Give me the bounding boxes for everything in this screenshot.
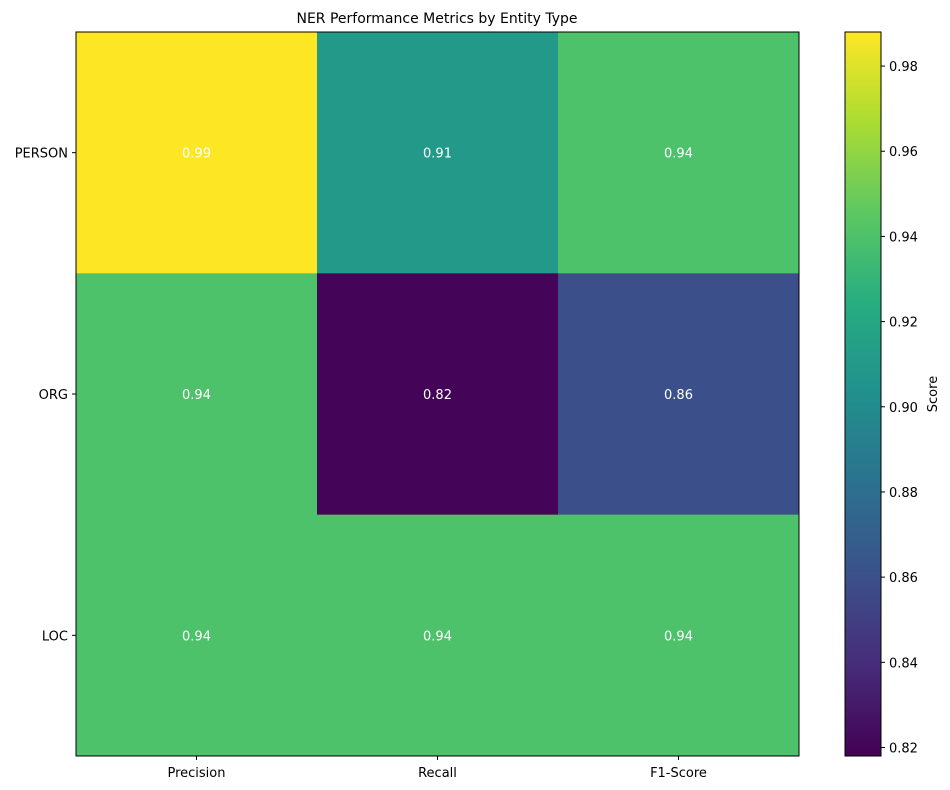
x-axis: Precision Recall F1-Score	[167, 756, 707, 781]
cell-value-label: 0.86	[664, 388, 693, 403]
colorbar-tick-label: 0.84	[889, 656, 918, 671]
heatmap-cell	[317, 32, 559, 274]
y-tick-label: PERSON	[15, 147, 68, 162]
cell-value-label: 0.94	[664, 147, 693, 162]
cell-value-label: 0.94	[423, 629, 452, 644]
heatmap-cell-labels: 0.99 0.91 0.94 0.94 0.82 0.86 0.94 0.94 0.94	[182, 147, 693, 645]
heatmap-cells	[76, 32, 800, 757]
cell-value-label: 0.94	[182, 388, 211, 403]
y-tick-label: ORG	[39, 388, 68, 403]
colorbar: 0.82 0.84 0.86 0.88 0.90 0.92 0.94 0.96 0.98 Scor…	[844, 31, 941, 757]
cell-value-label: 0.82	[423, 388, 452, 403]
cell-value-label: 0.94	[182, 629, 211, 644]
colorbar-tick-label: 0.94	[889, 230, 918, 245]
colorbar-tick-label: 0.90	[889, 401, 918, 416]
heatmap-cell	[76, 273, 318, 516]
colorbar-label: Score	[926, 376, 941, 412]
x-tick-label: Precision	[167, 766, 225, 781]
heatmap-cell	[558, 273, 800, 516]
colorbar-tick-label: 0.96	[889, 145, 918, 160]
heatmap-cell	[76, 514, 318, 757]
colorbar-tick-label: 0.88	[889, 486, 918, 501]
x-tick-label: Recall	[418, 766, 457, 781]
colorbar-gradient	[844, 31, 882, 757]
chart-title: NER Performance Metrics by Entity Type	[296, 11, 577, 27]
cell-value-label: 0.99	[182, 147, 211, 162]
cell-value-label: 0.91	[423, 147, 452, 162]
heatmap-cell	[317, 273, 559, 516]
x-tick-label: F1-Score	[650, 766, 707, 781]
colorbar-tick-label: 0.86	[889, 571, 918, 586]
colorbar-tick-label: 0.82	[889, 741, 918, 756]
colorbar-tick-label: 0.92	[889, 316, 918, 331]
heatmap-cell	[317, 514, 559, 757]
heatmap-cell	[76, 32, 318, 274]
heatmap-cell	[558, 514, 800, 757]
cell-value-label: 0.94	[664, 629, 693, 644]
colorbar-tick-label: 0.98	[889, 60, 918, 75]
heatmap-cell	[558, 32, 800, 274]
y-axis: PERSON ORG LOC	[15, 147, 76, 644]
y-tick-label: LOC	[42, 629, 68, 644]
